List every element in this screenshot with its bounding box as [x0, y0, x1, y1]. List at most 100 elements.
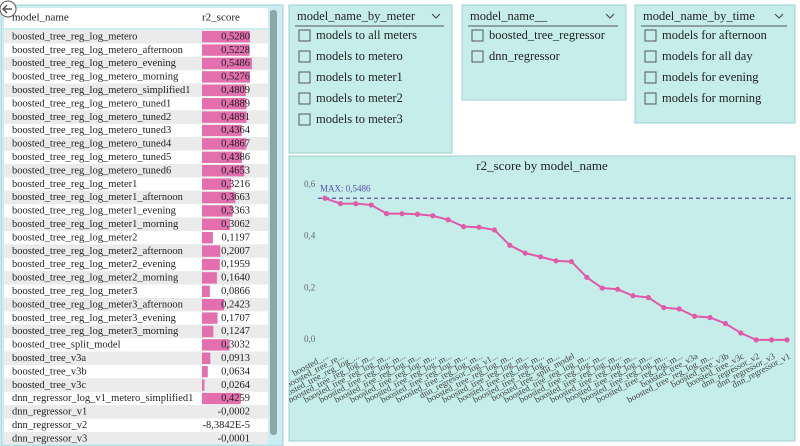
slicer-option[interactable]: models to meter3: [316, 112, 403, 126]
r2-score-cell: 0,4386: [221, 152, 250, 163]
model-name-cell: boosted_tree_v3b: [12, 366, 87, 377]
r2-score-cell: 0,1959: [221, 259, 250, 270]
point[interactable]: [445, 217, 451, 223]
slicer-option[interactable]: models for all day: [662, 49, 753, 63]
model-name-cell: dnn_regressor_v1: [12, 407, 87, 418]
slicer-option[interactable]: boosted_tree_regressor: [489, 28, 606, 42]
data-bar: [202, 165, 245, 177]
point[interactable]: [476, 224, 482, 230]
checkbox[interactable]: [298, 92, 311, 105]
checkbox[interactable]: [298, 113, 311, 126]
point[interactable]: [692, 313, 698, 319]
r2-score-cell: -0,0002: [218, 407, 250, 418]
checkbox[interactable]: [644, 50, 657, 63]
model-name-cell: dnn_regressor_log_v1_metero_simplified1: [12, 393, 193, 404]
r2-score-cell: 0,1247: [221, 326, 250, 337]
checkbox[interactable]: [471, 50, 484, 63]
data-bar: [202, 124, 242, 137]
point[interactable]: [522, 250, 528, 256]
r2-score-cell: 0,2423: [221, 299, 250, 310]
checkbox[interactable]: [298, 71, 311, 84]
point[interactable]: [676, 306, 682, 312]
point[interactable]: [461, 224, 467, 230]
checkbox[interactable]: [298, 29, 311, 42]
point[interactable]: [584, 274, 590, 280]
model-name-cell: boosted_tree_reg_log_meter1: [12, 179, 137, 190]
model-name-cell: boosted_tree_reg_log_meter1_afternoon: [12, 192, 184, 203]
scrollbar[interactable]: [270, 10, 277, 435]
model-name-cell: boosted_tree_reg_log_meter3_morning: [12, 326, 179, 337]
point[interactable]: [630, 293, 636, 299]
slicer-option[interactable]: models for afternoon: [662, 28, 768, 42]
r2-score-cell: 0,4809: [221, 85, 250, 96]
point[interactable]: [507, 242, 513, 248]
point[interactable]: [753, 337, 759, 343]
point[interactable]: [353, 201, 359, 207]
point[interactable]: [414, 211, 420, 217]
r2-score-cell: 0,5486: [221, 58, 250, 69]
checkbox[interactable]: [471, 29, 484, 42]
point[interactable]: [722, 320, 729, 327]
point[interactable]: [568, 258, 575, 265]
point[interactable]: [337, 200, 343, 207]
point[interactable]: [784, 337, 790, 343]
slicer-panel: [634, 4, 796, 124]
slicer-chevron[interactable]: [774, 13, 784, 19]
slicer-option[interactable]: models for morning: [662, 91, 762, 105]
point[interactable]: [645, 294, 652, 301]
r2-score-cell: 0,0264: [221, 380, 251, 391]
data-bar: [202, 31, 251, 43]
slicer-chevron[interactable]: [605, 13, 615, 19]
point[interactable]: [615, 286, 621, 292]
data-bar: [202, 366, 208, 378]
point[interactable]: [491, 227, 497, 233]
y-tick-label: 0,2: [304, 282, 315, 292]
point[interactable]: [661, 305, 667, 311]
r2-score-cell: -8,3842E-5: [202, 420, 250, 431]
slicer-option[interactable]: models to meter2: [316, 91, 403, 105]
slicer-option[interactable]: models for evening: [662, 70, 759, 84]
r2-score-cell: 0,0913: [221, 353, 250, 364]
point[interactable]: [399, 211, 405, 217]
checkbox[interactable]: [644, 92, 657, 105]
model-name-cell: boosted_tree_reg_log_meter2_evening: [12, 259, 177, 270]
data-bar: [202, 352, 211, 364]
point[interactable]: [368, 202, 374, 208]
r2-score-cell: 0,1707: [221, 313, 250, 324]
point[interactable]: [430, 213, 436, 219]
point[interactable]: [738, 330, 744, 336]
slicer-option[interactable]: models to all meters: [316, 28, 417, 42]
slicer-title: model_name__: [470, 9, 548, 23]
model-name-cell: boosted_tree_reg_log_meter2_afternoon: [12, 246, 184, 257]
y-tick-label: 0,4: [304, 231, 316, 241]
r2-score-cell: 0,1640: [221, 273, 250, 284]
data-bar: [202, 57, 252, 70]
slicer-title: model_name_by_time: [643, 9, 755, 23]
data-bar: [202, 111, 247, 123]
point[interactable]: [553, 258, 559, 264]
y-tick-label: 0,0: [304, 334, 316, 344]
checkbox[interactable]: [644, 29, 657, 42]
point[interactable]: [538, 254, 544, 260]
slicer-option[interactable]: dnn_regressor: [489, 49, 561, 63]
back-button[interactable]: [0, 0, 17, 18]
r2-score-cell: 0,0634: [221, 366, 251, 377]
model-name-cell: boosted_tree_reg_log_meter3_evening: [12, 313, 177, 324]
checkbox[interactable]: [298, 50, 311, 63]
point[interactable]: [707, 314, 713, 321]
slicer-chevron[interactable]: [431, 13, 441, 19]
point[interactable]: [322, 195, 328, 201]
model-name-cell: boosted_tree_reg_log_meter1_evening: [12, 206, 177, 217]
model-name-cell: boosted_tree_reg_log_meter3: [12, 286, 137, 297]
data-bar: [202, 379, 205, 391]
checkbox[interactable]: [644, 71, 657, 84]
slicer-option[interactable]: models to meter1: [316, 70, 403, 84]
point[interactable]: [599, 285, 605, 291]
model-name-cell: boosted_tree_reg_log_metero_morning: [12, 72, 179, 83]
model-name-cell: boosted_tree_reg_log_metero_tuned3: [12, 125, 171, 136]
slicer-option[interactable]: models to metero: [316, 49, 403, 63]
point[interactable]: [769, 337, 775, 343]
point[interactable]: [384, 211, 390, 217]
